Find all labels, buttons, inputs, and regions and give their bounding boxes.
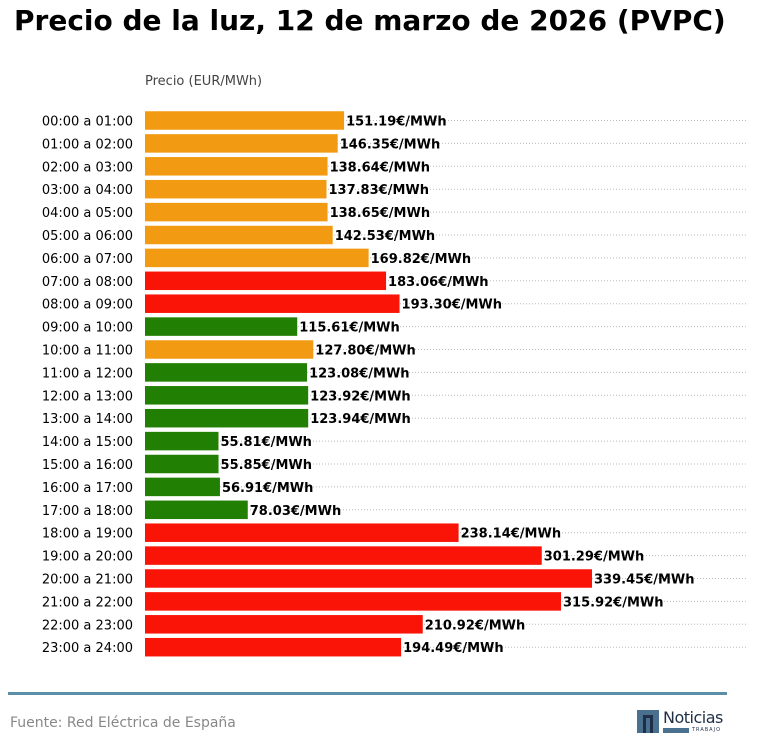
chart-title: Precio de la luz, 12 de marzo de 2026 (P… (14, 4, 726, 37)
hour-tick-label: 18:00 a 19:00 (42, 527, 133, 542)
price-value-label: 210.92€/MWh (425, 618, 526, 633)
hour-tick-label: 21:00 a 22:00 (42, 595, 133, 610)
price-bar-chart: 00:00 a 01:00 151.19€/MWh 01:00 a 02:00 146… (42, 111, 748, 657)
logo-accent-bar (663, 728, 689, 733)
noticias-trabajo-logo[interactable]: Noticias TRABAJO (636, 708, 728, 735)
hour-tick-label: 08:00 a 09:00 (42, 298, 133, 313)
price-bar (145, 271, 387, 291)
price-bar (145, 408, 309, 428)
price-bar (145, 317, 298, 336)
price-bar (145, 179, 327, 199)
price-value-label: 115.61€/MWh (299, 321, 400, 336)
hour-tick-label: 14:00 a 15:00 (42, 435, 133, 450)
price-value-label: 55.81€/MWh (220, 435, 311, 450)
price-bar (145, 157, 328, 176)
price-value-label: 194.49€/MWh (403, 641, 504, 656)
price-value-label: 238.14€/MWh (461, 527, 561, 542)
logo-word: Noticias (663, 708, 723, 727)
price-value-label: 123.92€/MWh (310, 389, 411, 404)
price-bar (145, 637, 402, 657)
price-value-label: 137.83€/MWh (328, 183, 429, 198)
price-bar (145, 431, 219, 451)
hour-tick-label: 19:00 a 20:00 (42, 550, 133, 565)
price-value-label: 56.91€/MWh (222, 481, 313, 496)
price-bar (145, 546, 542, 565)
hour-tick-label: 00:00 a 01:00 (42, 115, 133, 130)
price-bar (145, 523, 459, 542)
footer-divider (8, 692, 727, 695)
price-value-label: 169.82€/MWh (371, 252, 472, 267)
hour-tick-label: 05:00 a 06:00 (42, 229, 133, 244)
price-bar (145, 500, 248, 520)
hour-tick-label: 23:00 a 24:00 (42, 641, 133, 656)
price-bar (145, 615, 423, 634)
hour-tick-label: 02:00 a 03:00 (42, 160, 133, 175)
hour-tick-label: 10:00 a 11:00 (42, 344, 133, 359)
price-bar (145, 477, 220, 497)
price-bar (145, 340, 314, 359)
price-bar (145, 569, 592, 588)
hour-tick-label: 07:00 a 08:00 (42, 275, 133, 290)
price-value-label: 78.03€/MWh (250, 504, 341, 519)
hour-tick-label: 15:00 a 16:00 (42, 458, 133, 473)
price-value-label: 183.06€/MWh (388, 275, 489, 290)
hour-tick-label: 04:00 a 05:00 (42, 206, 133, 221)
hour-tick-label: 03:00 a 04:00 (42, 183, 133, 198)
logo-n-icon (637, 710, 659, 733)
price-value-label: 151.19€/MWh (346, 115, 447, 130)
price-bar (145, 202, 328, 222)
hour-tick-label: 01:00 a 02:00 (42, 137, 133, 152)
hour-tick-label: 22:00 a 23:00 (42, 618, 133, 633)
logo-subtitle: TRABAJO (692, 727, 722, 733)
price-value-label: 301.29€/MWh (544, 550, 645, 565)
price-bar (145, 592, 562, 611)
price-value-label: 123.94€/MWh (310, 412, 411, 427)
hour-tick-label: 16:00 a 17:00 (42, 481, 133, 496)
price-bar (145, 363, 308, 382)
price-value-label: 339.45€/MWh (594, 573, 695, 588)
y-axis-label: Precio (EUR/MWh) (145, 74, 263, 89)
price-value-label: 193.30€/MWh (402, 298, 503, 313)
price-bar (145, 248, 369, 268)
price-value-label: 146.35€/MWh (340, 137, 441, 152)
hour-tick-label: 17:00 a 18:00 (42, 504, 133, 519)
price-value-label: 55.85€/MWh (221, 458, 312, 473)
hour-tick-label: 09:00 a 10:00 (42, 321, 133, 336)
source-note: Fuente: Red Eléctrica de España (10, 715, 236, 731)
price-bar (145, 111, 345, 130)
price-value-label: 138.64€/MWh (330, 160, 431, 175)
price-value-label: 123.08€/MWh (309, 366, 410, 381)
hour-tick-label: 12:00 a 13:00 (42, 389, 133, 404)
hour-tick-label: 11:00 a 12:00 (42, 366, 133, 381)
price-value-label: 142.53€/MWh (335, 229, 436, 244)
price-value-label: 138.65€/MWh (330, 206, 431, 221)
price-bar (145, 134, 338, 153)
price-bar (145, 386, 309, 405)
hour-tick-label: 20:00 a 21:00 (42, 573, 133, 588)
price-bar (145, 454, 219, 474)
hour-tick-label: 13:00 a 14:00 (42, 412, 133, 427)
price-bar (145, 225, 333, 245)
hour-tick-label: 06:00 a 07:00 (42, 252, 133, 267)
price-bar (145, 294, 400, 313)
price-value-label: 315.92€/MWh (563, 595, 664, 610)
price-value-label: 127.80€/MWh (315, 344, 416, 359)
